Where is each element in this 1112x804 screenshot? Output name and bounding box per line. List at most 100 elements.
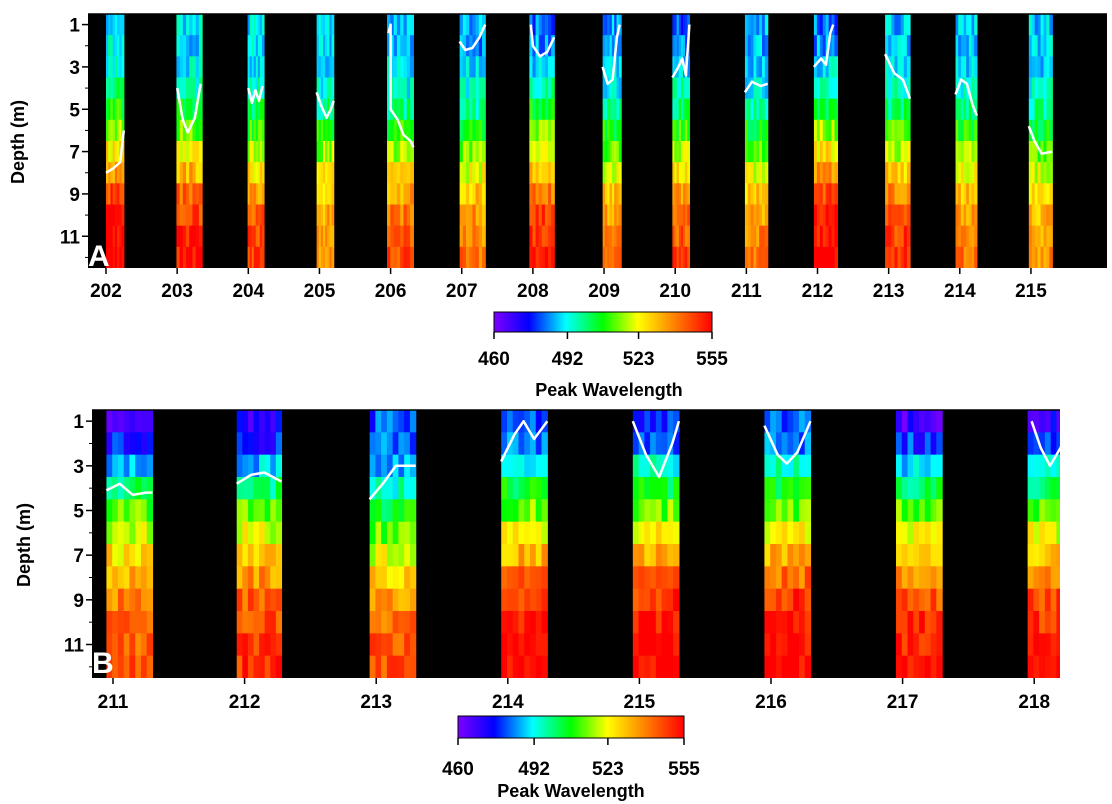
heatmap-cell (667, 432, 674, 456)
heatmap-cell (369, 454, 376, 478)
heatmap-cell (275, 410, 283, 433)
heatmap-cell (614, 162, 618, 184)
heatmap-cell (106, 566, 113, 590)
heatmap-cell (518, 432, 525, 456)
heatmap-cell (404, 544, 411, 567)
heatmap-cell (831, 183, 836, 205)
heatmap-cell (903, 14, 908, 36)
heatmap-cell (381, 588, 388, 612)
heatmap-cell (960, 56, 965, 78)
heatmap-cell (632, 566, 640, 590)
heatmap-cell (524, 588, 531, 612)
heatmap-cell (512, 521, 520, 545)
heatmap-cell (676, 225, 680, 248)
heatmap-cell (1034, 141, 1039, 163)
heatmap-cell (381, 521, 388, 545)
heatmap-cell (607, 225, 611, 248)
heatmap-cell (1046, 246, 1050, 268)
heatmap-cell (381, 454, 388, 478)
heatmap-cell (112, 499, 119, 523)
heatmap-cell (936, 521, 943, 545)
heatmap-cell (793, 588, 800, 612)
heatmap-cell (400, 141, 405, 163)
panel-a-contours (105, 23, 1053, 174)
heatmap-cell (392, 432, 400, 456)
heatmap-cell (398, 521, 405, 545)
heatmap-cell (331, 162, 335, 184)
heatmap-cell (971, 35, 975, 57)
heatmap-cell (896, 611, 903, 634)
heatmap-cell (816, 225, 821, 248)
heatmap-cell (501, 655, 508, 678)
heatmap-cell (482, 225, 486, 248)
heatmap-cell (179, 246, 184, 268)
heatmap-cell (614, 183, 618, 205)
heatmap-cell (661, 566, 668, 590)
heatmap-cell (930, 454, 937, 478)
heatmap-cell (535, 141, 540, 163)
heatmap-cell (1039, 521, 1046, 545)
heatmap-cell (968, 98, 973, 121)
heatmap-cell (320, 225, 324, 248)
heatmap-cell (888, 98, 892, 121)
heatmap-cell (410, 77, 414, 100)
heatmap-cell (673, 454, 680, 478)
heatmap-cell (541, 410, 548, 433)
heatmap-cell (1046, 119, 1050, 142)
heatmap-cell (650, 566, 657, 590)
heatmap-cell (604, 183, 608, 205)
heatmap-cell (518, 566, 525, 590)
heatmap-cell (393, 162, 398, 184)
heatmap-cell (182, 162, 187, 184)
heatmap-cell (255, 204, 259, 227)
heatmap-cell (825, 141, 830, 163)
heatmap-cell (828, 204, 833, 227)
heatmap-cell (506, 477, 514, 500)
heatmap-cell (275, 477, 283, 500)
heatmap-cell (182, 119, 187, 142)
heatmap-cell (685, 246, 688, 268)
heatmap-cell (667, 477, 674, 500)
heatmap-cell (375, 566, 382, 590)
heatmap-cell (257, 183, 261, 205)
heatmap-cell (478, 141, 483, 163)
heatmap-cell (538, 98, 543, 121)
heatmap-cell (644, 633, 651, 657)
heatmap-cell (1050, 454, 1058, 478)
heatmap-cell (674, 162, 678, 184)
heatmap-cell (885, 56, 889, 78)
heatmap-cell (638, 633, 645, 657)
heatmap-cell (179, 204, 184, 227)
heatmap-cell (247, 56, 251, 78)
heatmap-cell (123, 521, 131, 545)
heatmap-cell (819, 35, 824, 57)
heatmap-cell (251, 98, 255, 121)
heatmap-cell (955, 183, 959, 205)
heatmap-cell (257, 35, 261, 57)
heatmap-cell (609, 183, 613, 205)
heatmap-cell (907, 410, 914, 433)
heatmap-cell (1068, 566, 1074, 589)
heatmap-cell (1062, 633, 1068, 656)
heatmap-cell (114, 77, 118, 100)
heatmap-cell (532, 14, 537, 36)
heatmap-cell (472, 162, 477, 184)
heatmap-cell (604, 162, 608, 184)
heatmap-cell (548, 14, 552, 36)
heatmap-cell (392, 477, 400, 500)
heatmap-cell (264, 477, 271, 500)
heatmap-cell (781, 477, 789, 500)
heatmap-cell (906, 204, 911, 227)
heatmap-cell (798, 521, 806, 545)
heatmap-cell (114, 56, 118, 78)
heatmap-cell (897, 77, 902, 100)
heatmap-cell (756, 119, 760, 142)
heatmap-cell (544, 225, 549, 248)
y-tick-label: 5 (69, 100, 80, 121)
heatmap-cell (261, 119, 265, 142)
heatmap-cell (329, 35, 333, 57)
heatmap-cell (275, 655, 283, 678)
heatmap-cell (828, 162, 833, 184)
heatmap-cell (192, 77, 197, 100)
heatmap-cell (825, 119, 830, 142)
